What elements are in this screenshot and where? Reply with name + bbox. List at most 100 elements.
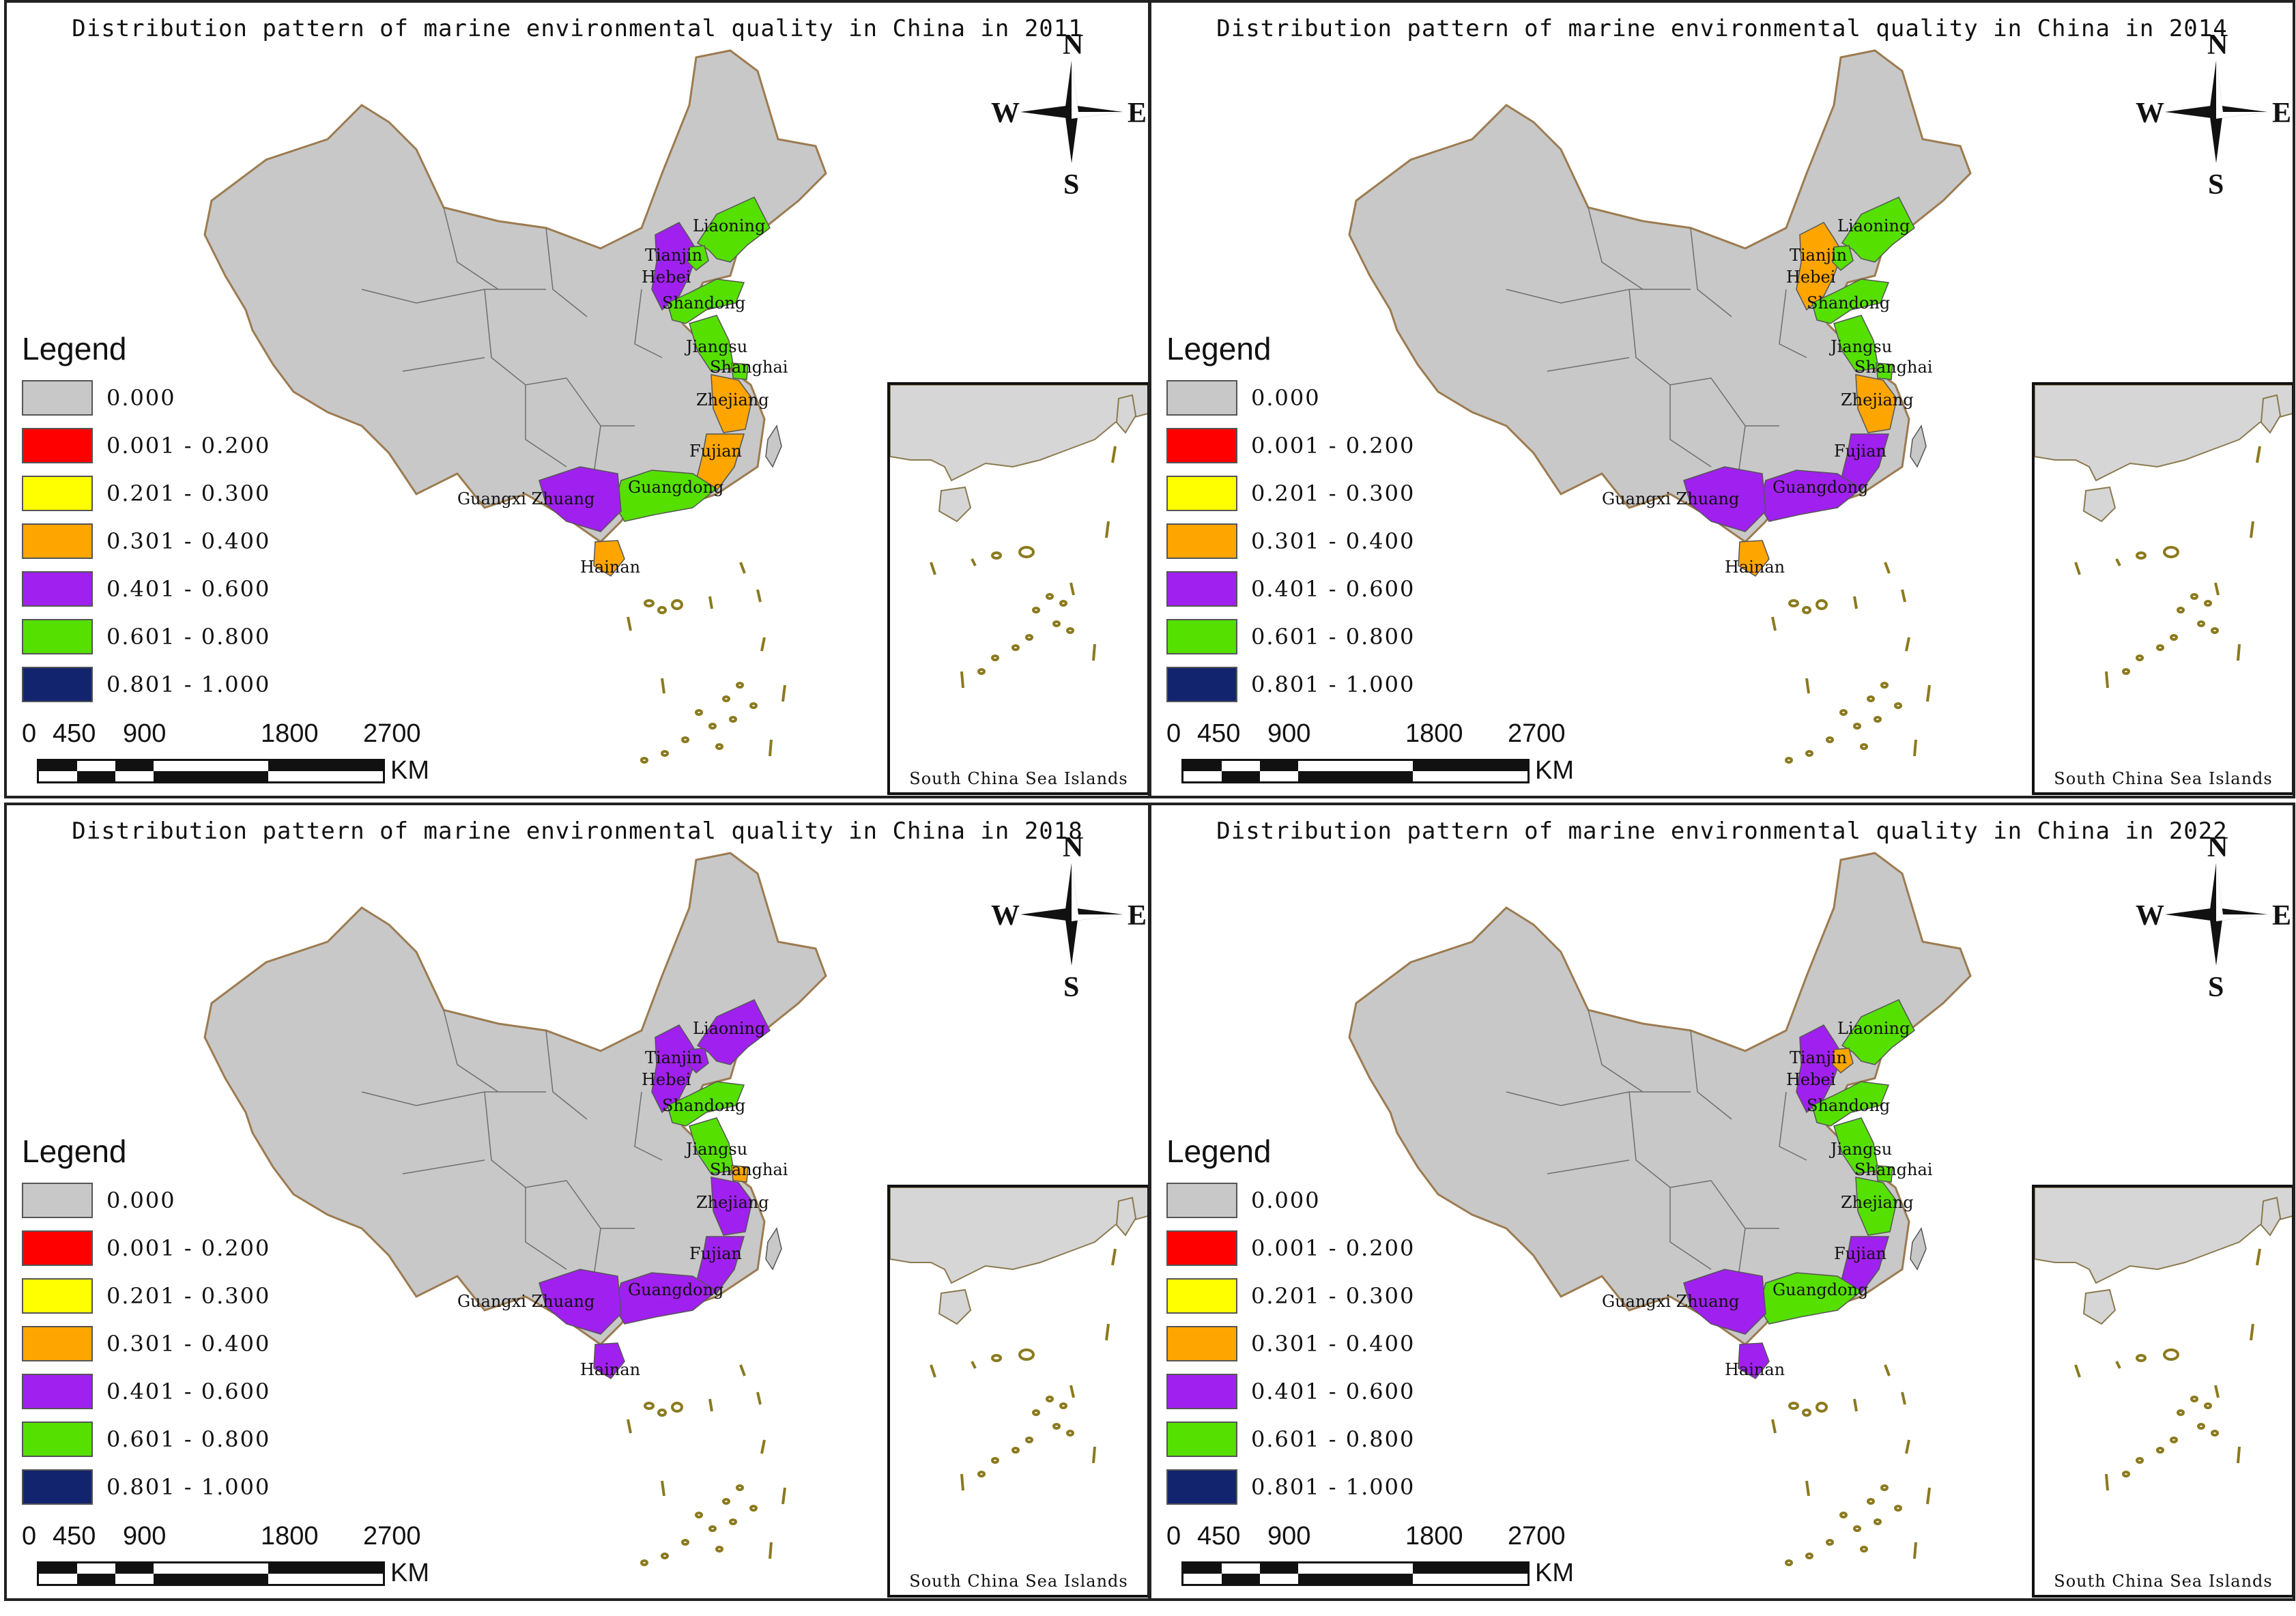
province-border bbox=[484, 1091, 567, 1188]
province-label-liaoning: Liaoning bbox=[1837, 1019, 1910, 1038]
province-label-hainan: Hainan bbox=[1725, 1360, 1785, 1379]
legend-item: 0.201 - 0.300 bbox=[1166, 470, 1415, 517]
legend-label: 0.001 - 0.200 bbox=[1251, 1235, 1416, 1261]
province-label-tianjin: Tianjin bbox=[1790, 1048, 1847, 1067]
province-zhejiang bbox=[711, 1177, 753, 1236]
inset-taiwan bbox=[1115, 394, 1137, 434]
scale-segment bbox=[1413, 1563, 1527, 1574]
island-mark bbox=[1867, 1498, 1876, 1505]
province-guangxi bbox=[539, 466, 622, 532]
island-mark bbox=[661, 1553, 670, 1559]
scale-tick-label: 900 bbox=[1267, 1522, 1311, 1550]
legend-label: 0.201 - 0.300 bbox=[1251, 1283, 1416, 1309]
inset-island-mark bbox=[977, 668, 986, 675]
legend-label: 0.801 - 1.000 bbox=[106, 1474, 271, 1500]
legend-item: 0.601 - 0.800 bbox=[1166, 613, 1415, 661]
legend-label: 0.000 bbox=[106, 1187, 176, 1213]
island-mark bbox=[1839, 1512, 1848, 1518]
island-mark bbox=[1826, 1539, 1835, 1546]
scale-unit: KM bbox=[1535, 756, 1574, 785]
province-border bbox=[545, 227, 588, 317]
legend: Legend 0.000 0.001 - 0.200 0.201 - 0.300 0.3… bbox=[1166, 1133, 1415, 1511]
inset-island-mark bbox=[2211, 627, 2220, 634]
legend-item: 0.201 - 0.300 bbox=[1166, 1272, 1415, 1320]
legend-item: 0.601 - 0.800 bbox=[1166, 1415, 1415, 1463]
scale-segment bbox=[1183, 1574, 1222, 1584]
legend-item: 0.201 - 0.300 bbox=[22, 1272, 270, 1320]
island-mark bbox=[1880, 1484, 1889, 1491]
scale-bar: 0 450 900 1800 2700 KM bbox=[1166, 1522, 1574, 1590]
scale-segment bbox=[268, 771, 383, 781]
legend: Legend 0.000 0.001 - 0.200 0.201 - 0.300 0.3… bbox=[22, 1133, 270, 1511]
island-mark bbox=[1788, 599, 1800, 607]
island-mark bbox=[1816, 599, 1828, 610]
island-mark bbox=[1894, 702, 1903, 709]
scale-segment bbox=[1260, 771, 1298, 781]
province-fujian bbox=[1840, 433, 1889, 491]
province-border bbox=[1547, 1159, 1630, 1174]
inset-island-mark bbox=[2156, 644, 2165, 651]
scale-unit: KM bbox=[390, 756, 429, 785]
island-mark bbox=[1826, 736, 1835, 743]
island-mark bbox=[708, 723, 717, 730]
map-panel: Liaoning Tianjin Hebei Shandong Jiangsu Shang… bbox=[1149, 803, 2295, 1601]
island-mark bbox=[1853, 723, 1862, 730]
inset-island-mark bbox=[1070, 582, 1075, 596]
inset-hainan bbox=[938, 486, 972, 523]
province-hebei bbox=[651, 222, 698, 311]
legend-item: 0.601 - 0.800 bbox=[22, 1415, 270, 1463]
compass-n-label: N bbox=[2207, 832, 2228, 863]
legend-label: 0.601 - 0.800 bbox=[1251, 1426, 1416, 1452]
province-label-shandong: Shandong bbox=[1807, 1096, 1890, 1115]
legend-title: Legend bbox=[1166, 1134, 1272, 1169]
province-label-tianjin: Tianjin bbox=[1790, 246, 1847, 265]
province-border bbox=[1738, 1228, 1746, 1277]
province-label-jiangsu: Jiangsu bbox=[1828, 337, 1892, 356]
legend-item: 0.001 - 0.200 bbox=[22, 1224, 270, 1272]
inset-island-mark bbox=[1025, 634, 1034, 641]
province-border bbox=[1779, 289, 1807, 358]
scale-segment bbox=[1413, 761, 1527, 771]
inset-island-mark bbox=[991, 654, 1000, 661]
inset-map bbox=[890, 385, 1147, 689]
province-label-shanghai: Shanghai bbox=[1854, 1160, 1933, 1179]
province-hainan bbox=[1738, 540, 1770, 577]
legend-swatch bbox=[22, 1326, 93, 1361]
scale-unit: KM bbox=[1535, 1559, 1574, 1587]
inset-island-mark bbox=[2122, 1471, 2131, 1477]
province-zhejiang bbox=[1855, 374, 1897, 433]
province-label-jiangsu: Jiangsu bbox=[684, 337, 747, 356]
inset-label: South China Sea Islands bbox=[2054, 769, 2273, 788]
scale-segment bbox=[1183, 1563, 1222, 1574]
province-zhejiang bbox=[1855, 1177, 1897, 1236]
compass-s-label: S bbox=[1063, 972, 1079, 1003]
scale-unit: KM bbox=[390, 1559, 429, 1587]
scale-segment bbox=[115, 1563, 154, 1574]
island-mark bbox=[627, 616, 632, 631]
legend-label: 0.401 - 0.600 bbox=[1251, 1379, 1416, 1404]
scale-segment bbox=[154, 771, 268, 781]
scale-tick-label: 0 bbox=[22, 1522, 37, 1550]
province-label-hebei: Hebei bbox=[1786, 1070, 1836, 1089]
province-hebei bbox=[651, 1024, 698, 1114]
compass-s-label: S bbox=[1063, 169, 1079, 201]
inset-island-mark bbox=[2197, 1423, 2206, 1430]
island-mark bbox=[1805, 750, 1814, 757]
province-shandong bbox=[667, 1081, 745, 1127]
island-mark bbox=[1853, 596, 1858, 609]
legend-item: 0.001 - 0.200 bbox=[22, 422, 270, 470]
province-border bbox=[1628, 1091, 1712, 1188]
legend-swatch bbox=[1166, 619, 1237, 654]
scale-segment bbox=[1183, 761, 1222, 771]
legend-swatch bbox=[1166, 428, 1237, 463]
legend-label: 0.401 - 0.600 bbox=[106, 1379, 271, 1404]
inset-taiwan bbox=[1115, 1196, 1137, 1237]
compass-n-label: N bbox=[1063, 29, 1083, 61]
legend-label: 0.000 bbox=[1251, 1187, 1321, 1213]
province-label-tianjin: Tianjin bbox=[645, 1048, 702, 1067]
province-label-guangdong: Guangdong bbox=[628, 478, 723, 497]
inset-island-mark bbox=[2074, 1364, 2081, 1378]
scale-tick-label: 450 bbox=[53, 1522, 96, 1550]
province-border bbox=[1547, 357, 1630, 372]
legend-swatch bbox=[1166, 667, 1237, 702]
